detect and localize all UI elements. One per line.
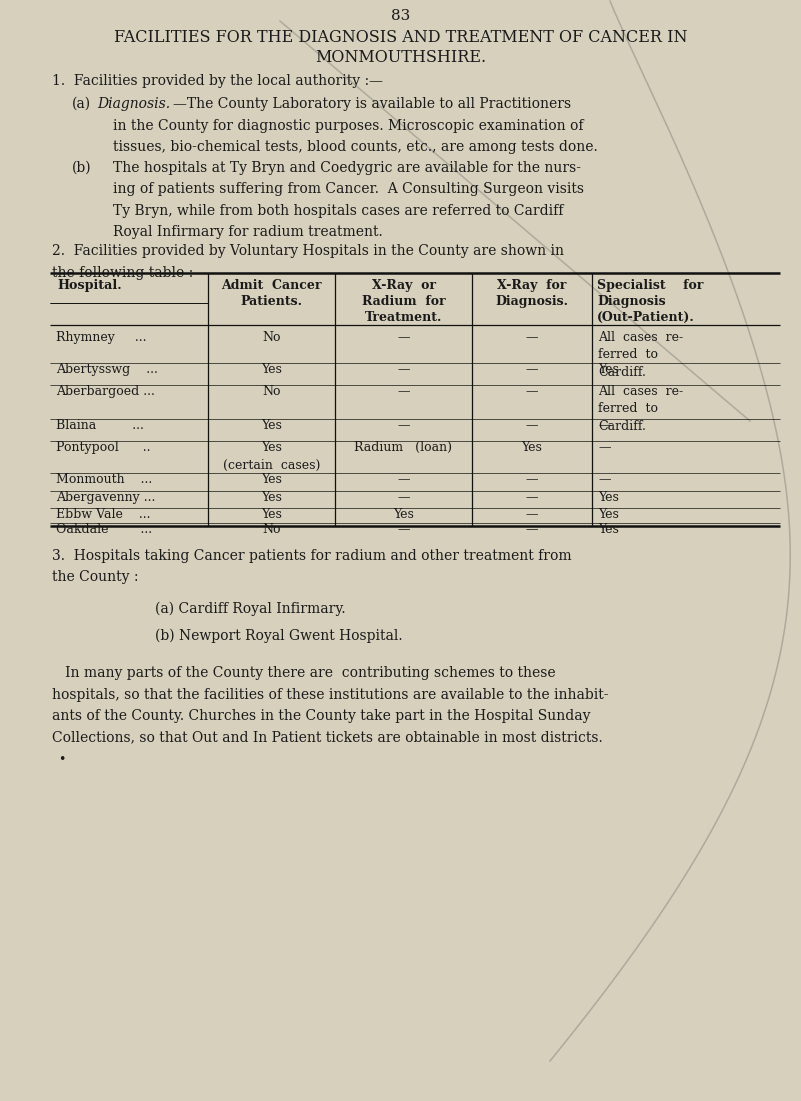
Text: Cardiff.: Cardiff. xyxy=(598,366,646,379)
Text: No: No xyxy=(262,523,280,536)
Text: Royal Infirmary for radium treatment.: Royal Infirmary for radium treatment. xyxy=(113,226,383,240)
Text: Yes: Yes xyxy=(261,363,282,377)
Text: Pontypool      ..: Pontypool .. xyxy=(56,442,151,454)
Text: MONMOUTHSHIRE.: MONMOUTHSHIRE. xyxy=(315,50,486,66)
Text: Yes: Yes xyxy=(598,523,619,536)
Text: —: — xyxy=(525,508,538,521)
Text: Yes: Yes xyxy=(261,473,282,486)
Text: 1.  Facilities provided by the local authority :—: 1. Facilities provided by the local auth… xyxy=(52,74,383,88)
Text: ferred  to: ferred to xyxy=(598,349,658,361)
Text: Oakdale        ...: Oakdale ... xyxy=(56,523,152,536)
Text: Specialist    for: Specialist for xyxy=(597,279,703,292)
Text: X-Ray  for: X-Ray for xyxy=(497,279,566,292)
Text: —: — xyxy=(598,473,610,486)
Text: —: — xyxy=(397,331,410,344)
Text: in the County for diagnostic purposes. Microscopic examination of: in the County for diagnostic purposes. M… xyxy=(113,119,583,132)
Text: Blaina         ...: Blaina ... xyxy=(56,419,144,432)
Text: —: — xyxy=(525,331,538,344)
Text: Hospital.: Hospital. xyxy=(57,279,122,292)
Text: Yes: Yes xyxy=(598,363,619,377)
Text: ants of the County. Churches in the County take part in the Hospital Sunday: ants of the County. Churches in the Coun… xyxy=(52,709,590,723)
Text: the County :: the County : xyxy=(52,570,139,585)
Text: ferred  to: ferred to xyxy=(598,403,658,415)
Text: Yes: Yes xyxy=(393,508,414,521)
Text: (certain  cases): (certain cases) xyxy=(223,458,320,471)
Text: —The County Laboratory is available to all Practitioners: —The County Laboratory is available to a… xyxy=(173,97,571,111)
Text: Monmouth    ...: Monmouth ... xyxy=(56,473,152,486)
Text: —: — xyxy=(598,419,610,432)
Text: —: — xyxy=(397,523,410,536)
Text: (a): (a) xyxy=(72,97,91,111)
Text: Abertysswg    ...: Abertysswg ... xyxy=(56,363,158,377)
Text: Yes: Yes xyxy=(598,508,619,521)
Text: Yes: Yes xyxy=(261,442,282,454)
Text: hospitals, so that the facilities of these institutions are available to the inh: hospitals, so that the facilities of the… xyxy=(52,687,609,701)
Text: All  cases  re-: All cases re- xyxy=(598,331,683,344)
Text: Rhymney     ...: Rhymney ... xyxy=(56,331,147,344)
Text: (a) Cardiff Royal Infirmary.: (a) Cardiff Royal Infirmary. xyxy=(155,602,345,617)
Text: the following table :: the following table : xyxy=(52,265,193,280)
Text: Aberbargoed ...: Aberbargoed ... xyxy=(56,385,155,397)
Text: Patients.: Patients. xyxy=(240,295,303,308)
Text: (b): (b) xyxy=(72,161,91,175)
Text: —: — xyxy=(397,363,410,377)
Text: ing of patients suffering from Cancer.  A Consulting Surgeon visits: ing of patients suffering from Cancer. A… xyxy=(113,183,584,196)
Text: Treatment.: Treatment. xyxy=(364,310,442,324)
Text: The hospitals at Ty Bryn and Coedygric are available for the nurs-: The hospitals at Ty Bryn and Coedygric a… xyxy=(113,161,581,175)
Text: —: — xyxy=(525,523,538,536)
Text: —: — xyxy=(525,419,538,432)
Text: 2.  Facilities provided by Voluntary Hospitals in the County are shown in: 2. Facilities provided by Voluntary Hosp… xyxy=(52,244,564,258)
Text: Collections, so that Out and In Patient tickets are obtainable in most districts: Collections, so that Out and In Patient … xyxy=(52,730,602,744)
Text: —: — xyxy=(397,473,410,486)
Text: Diagnosis.: Diagnosis. xyxy=(97,97,170,111)
Text: Yes: Yes xyxy=(261,419,282,432)
Text: Diagnosis.: Diagnosis. xyxy=(496,295,569,308)
Text: X-Ray  or: X-Ray or xyxy=(372,279,436,292)
Text: (b) Newport Royal Gwent Hospital.: (b) Newport Royal Gwent Hospital. xyxy=(155,629,403,643)
Text: —: — xyxy=(525,385,538,397)
Text: —: — xyxy=(525,473,538,486)
Text: Yes: Yes xyxy=(261,491,282,504)
Text: (Out-Patient).: (Out-Patient). xyxy=(597,310,694,324)
Text: All  cases  re-: All cases re- xyxy=(598,385,683,397)
Text: —: — xyxy=(397,491,410,504)
Text: Ty Bryn, while from both hospitals cases are referred to Cardiff: Ty Bryn, while from both hospitals cases… xyxy=(113,204,563,218)
Text: •: • xyxy=(58,753,66,766)
Text: —: — xyxy=(397,385,410,397)
Text: tissues, bio-chemical tests, blood counts, etc., are among tests done.: tissues, bio-chemical tests, blood count… xyxy=(113,140,598,154)
Text: —: — xyxy=(598,442,610,454)
Text: Ebbw Vale    ...: Ebbw Vale ... xyxy=(56,508,151,521)
Text: Abergavenny ...: Abergavenny ... xyxy=(56,491,155,504)
Text: FACILITIES FOR THE DIAGNOSIS AND TREATMENT OF CANCER IN: FACILITIES FOR THE DIAGNOSIS AND TREATME… xyxy=(114,29,687,46)
Text: Yes: Yes xyxy=(521,442,542,454)
Text: 83: 83 xyxy=(391,9,410,23)
Text: —: — xyxy=(525,491,538,504)
Text: Admit  Cancer: Admit Cancer xyxy=(221,279,322,292)
Text: Yes: Yes xyxy=(261,508,282,521)
Text: 3.  Hospitals taking Cancer patients for radium and other treatment from: 3. Hospitals taking Cancer patients for … xyxy=(52,549,572,563)
Text: Radium   (loan): Radium (loan) xyxy=(355,442,453,454)
Text: Diagnosis: Diagnosis xyxy=(597,295,666,308)
Text: —: — xyxy=(525,363,538,377)
Text: In many parts of the County there are  contributing schemes to these: In many parts of the County there are co… xyxy=(52,666,556,680)
Text: No: No xyxy=(262,331,280,344)
Text: No: No xyxy=(262,385,280,397)
Text: Cardiff.: Cardiff. xyxy=(598,419,646,433)
Text: Yes: Yes xyxy=(598,491,619,504)
Text: Radium  for: Radium for xyxy=(362,295,445,308)
Text: —: — xyxy=(397,419,410,432)
